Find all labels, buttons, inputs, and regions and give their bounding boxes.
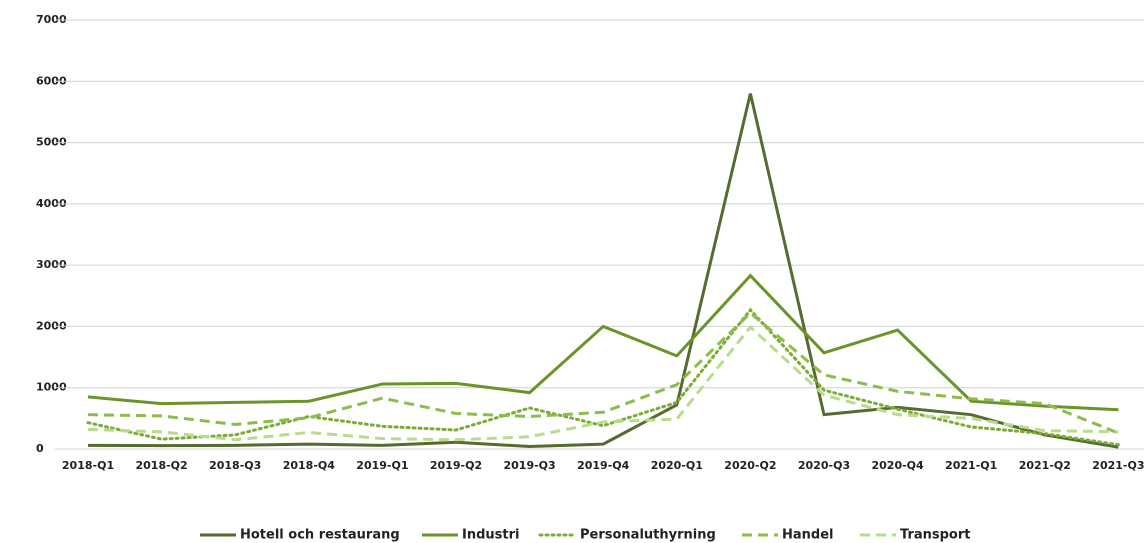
x-tick-label: 2021-Q1 <box>945 459 997 472</box>
legend-label: Transport <box>900 528 970 543</box>
series-line <box>87 324 1119 442</box>
x-tick-label: 2019-Q4 <box>577 459 630 472</box>
series-line <box>87 93 1119 449</box>
y-tick-label: 7000 <box>36 13 67 26</box>
series-line <box>87 273 1119 412</box>
y-tick-label: 5000 <box>36 136 67 149</box>
y-tick-label: 1000 <box>36 381 67 394</box>
series-line <box>86 307 1120 447</box>
series-line <box>87 310 1119 435</box>
x-tick-label: 2019-Q2 <box>430 459 482 472</box>
x-tick-label: 2020-Q2 <box>724 459 776 472</box>
legend-label: Hotell och restaurang <box>240 528 400 543</box>
x-tick-label: 2021-Q3 <box>1092 459 1144 472</box>
x-tick-label: 2020-Q3 <box>798 459 850 472</box>
y-tick-label: 4000 <box>36 197 67 210</box>
y-tick-label: 0 <box>36 442 44 455</box>
legend-label: Industri <box>462 528 519 543</box>
x-tick-label: 2020-Q1 <box>651 459 703 472</box>
x-tick-label: 2019-Q1 <box>356 459 408 472</box>
y-tick-label: 6000 <box>36 74 67 87</box>
x-tick-label: 2018-Q4 <box>283 459 336 472</box>
legend-label: Personaluthyrning <box>580 528 716 543</box>
y-tick-label: 3000 <box>36 258 67 271</box>
x-tick-label: 2020-Q4 <box>872 459 925 472</box>
x-tick-label: 2018-Q3 <box>209 459 261 472</box>
legend-label: Handel <box>782 528 834 543</box>
x-tick-label: 2018-Q2 <box>136 459 188 472</box>
x-tick-label: 2018-Q1 <box>62 459 114 472</box>
x-tick-label: 2021-Q2 <box>1019 459 1071 472</box>
y-tick-label: 2000 <box>36 319 67 332</box>
x-tick-label: 2019-Q3 <box>504 459 556 472</box>
